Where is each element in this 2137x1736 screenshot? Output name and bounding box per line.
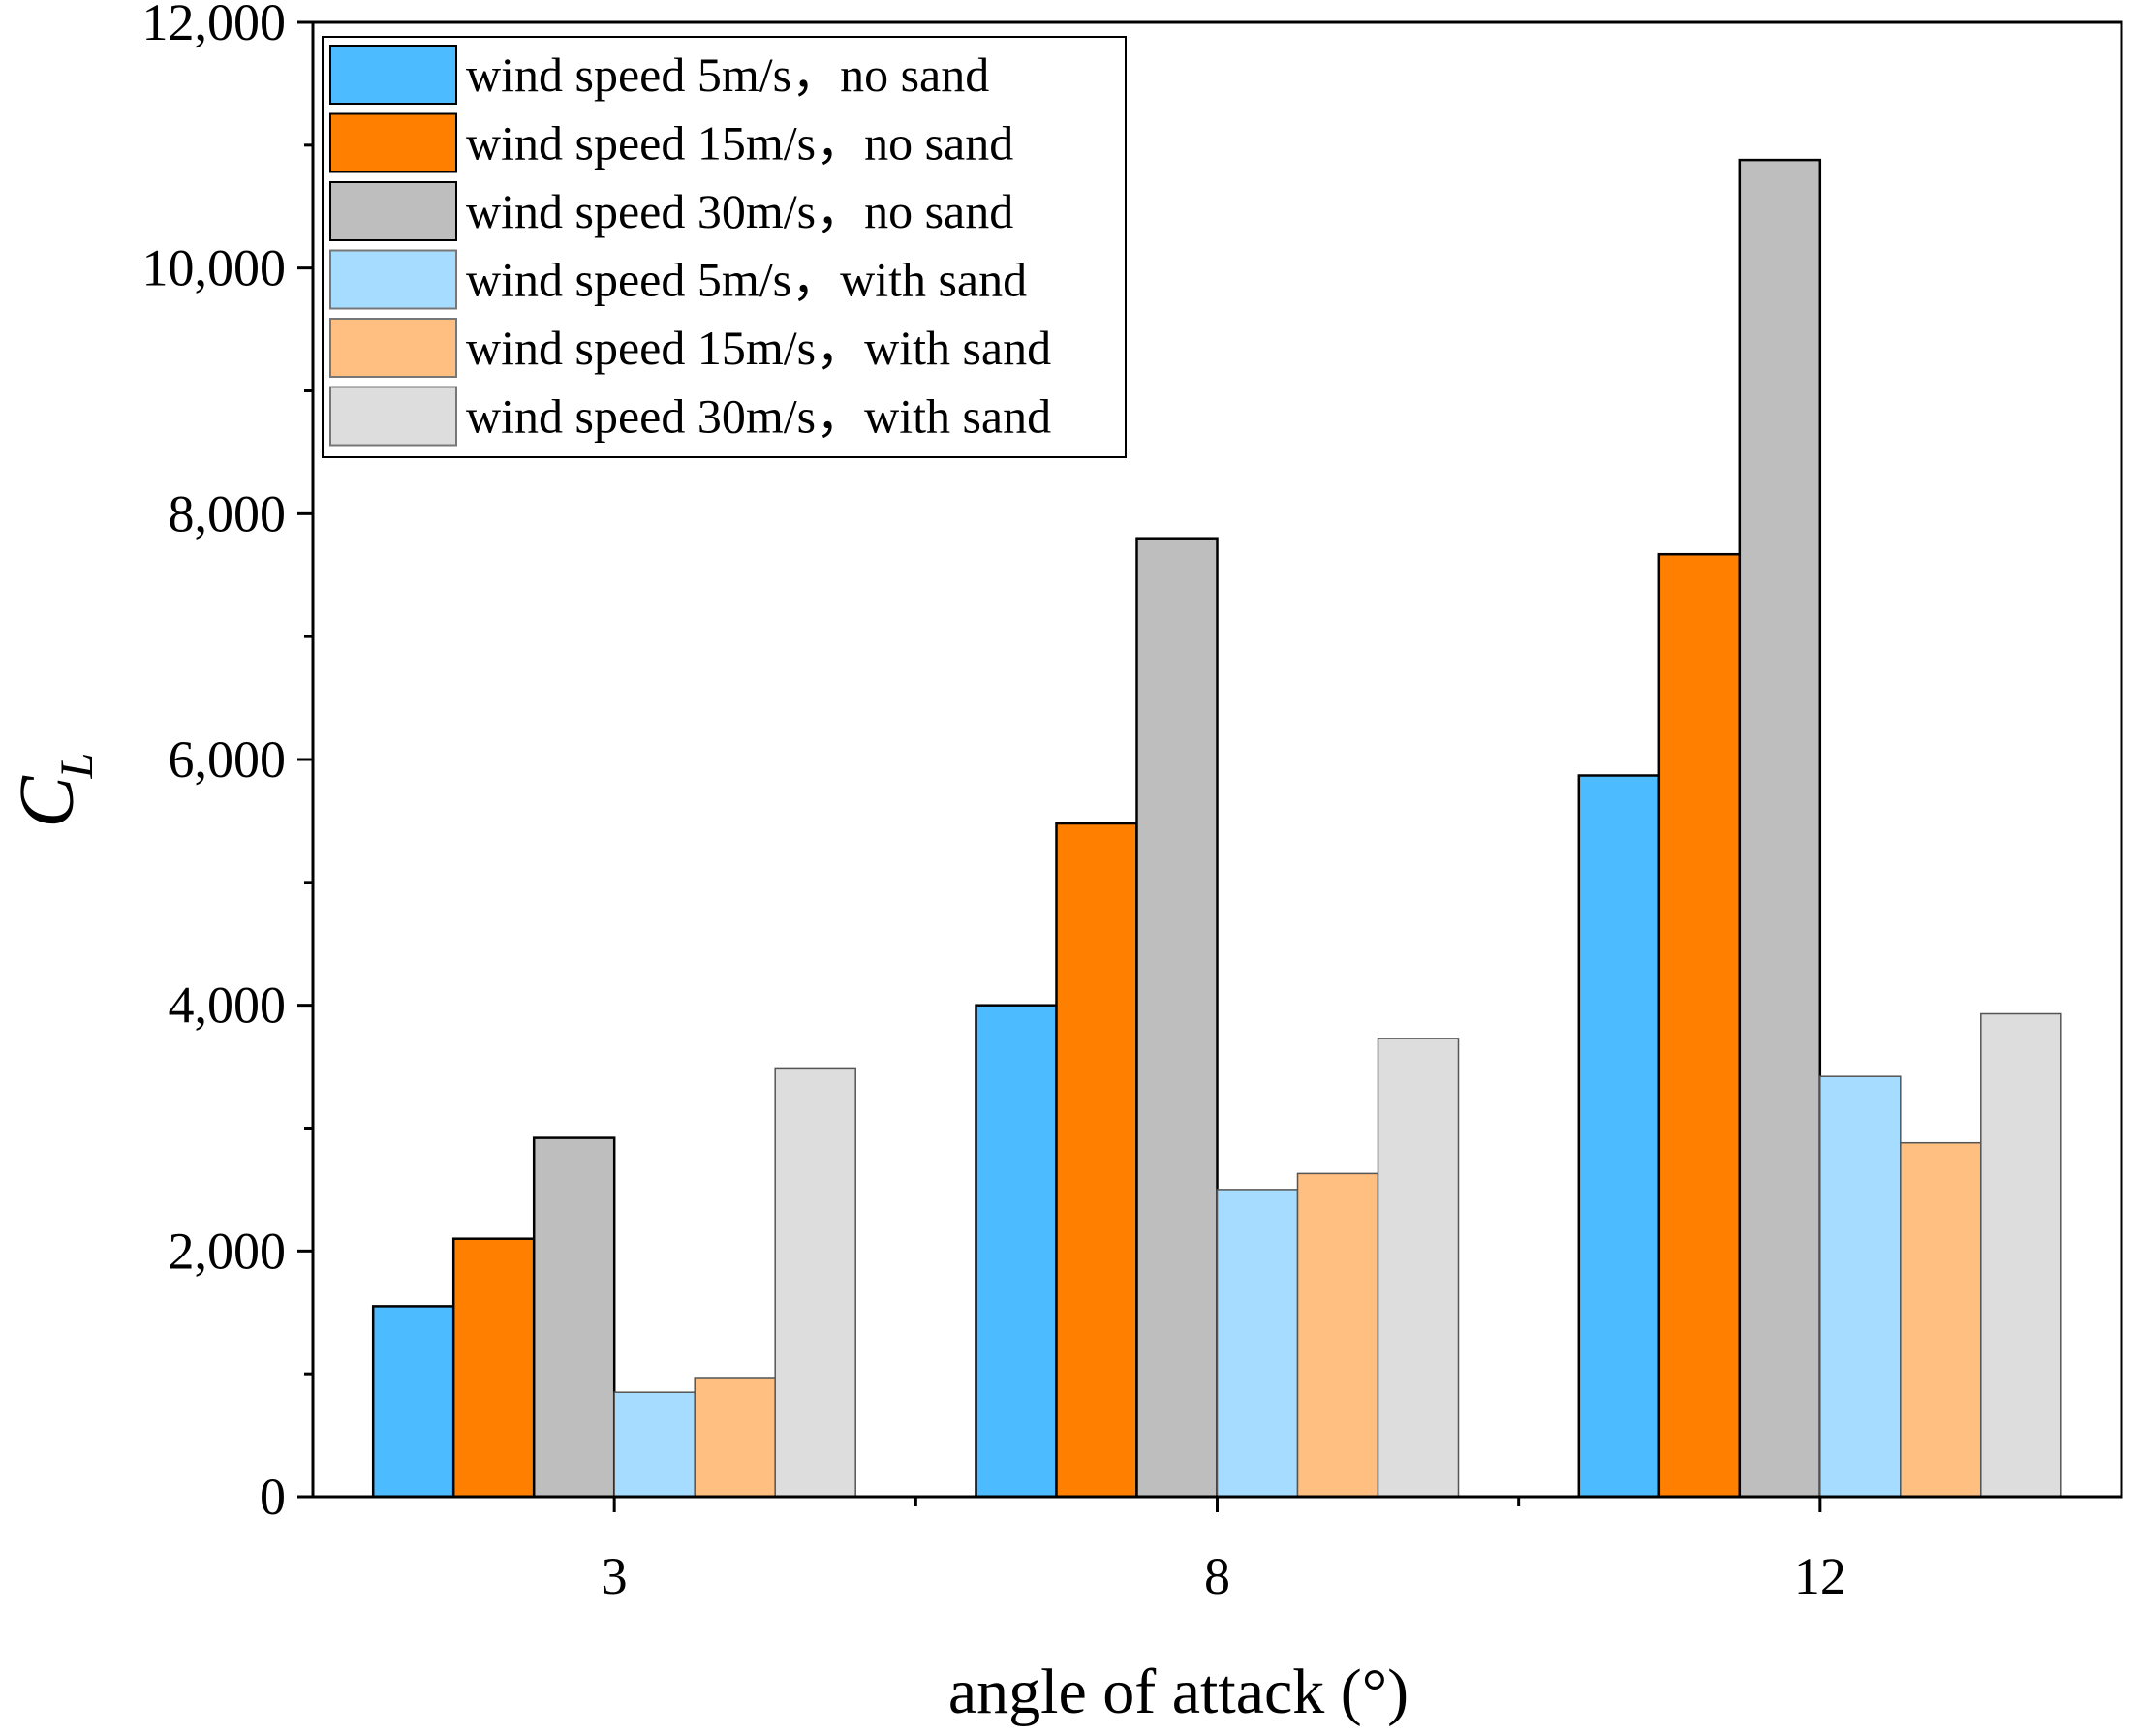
- x-tick-label: 12: [1794, 1547, 1846, 1605]
- bar-2-cat-3: [451, 1237, 536, 1499]
- y-tick-label: 10,000: [142, 239, 287, 297]
- legend-swatch: [329, 112, 457, 173]
- legend-label: wind speed 15m/s，no sand: [466, 116, 1013, 170]
- legend-label: wind speed 30m/s，no sand: [466, 184, 1013, 238]
- legend: wind speed 5m/s，no sand wind speed 15m/s，…: [322, 36, 1127, 458]
- y-axis-title-main: C: [5, 775, 90, 828]
- bar-1-cat-3: [371, 1305, 455, 1499]
- x-tick-label: 3: [602, 1547, 628, 1605]
- x-ticks: 3 8 12: [602, 1497, 1846, 1605]
- legend-swatch: [329, 249, 457, 310]
- legend-swatch: [329, 318, 457, 378]
- bar-2-cat-12: [1657, 552, 1742, 1499]
- y-tick-label: 6,000: [169, 730, 287, 789]
- bars-layer: [371, 158, 2062, 1499]
- x-axis-title: angle of attack (°): [948, 1657, 1409, 1727]
- bar-2-cat-8: [1055, 822, 1138, 1499]
- y-ticks: 0 2,000 4,000 6,000 8,000 10,000 12,000: [142, 0, 313, 1526]
- bar-1-cat-8: [975, 1004, 1058, 1499]
- legend-label: wind speed 5m/s，with sand: [466, 253, 1027, 307]
- y-tick-label: 8,000: [169, 484, 287, 542]
- legend-label: wind speed 5m/s，no sand: [466, 47, 989, 102]
- bar-5-cat-8: [1296, 1172, 1379, 1498]
- bar-1-cat-12: [1577, 774, 1661, 1499]
- bar-3-cat-8: [1135, 537, 1219, 1499]
- bar-6-cat-12: [1980, 1012, 2062, 1498]
- y-tick-label: 0: [260, 1468, 286, 1526]
- legend-swatch: [329, 181, 457, 241]
- y-tick-label: 4,000: [169, 976, 287, 1035]
- bar-4-cat-3: [613, 1391, 696, 1498]
- bar-5-cat-12: [1900, 1141, 1982, 1498]
- bar-4-cat-12: [1819, 1075, 1902, 1498]
- bar-4-cat-8: [1216, 1189, 1299, 1498]
- y-axis-title-subscript: L: [51, 753, 103, 780]
- y-tick-label: 2,000: [169, 1222, 287, 1280]
- bar-6-cat-8: [1377, 1038, 1460, 1498]
- y-axis-title: C L: [5, 753, 103, 828]
- bar-3-cat-3: [532, 1136, 616, 1499]
- legend-label: wind speed 15m/s，with sand: [466, 321, 1051, 375]
- legend-swatch: [329, 45, 457, 105]
- legend-label: wind speed 30m/s，with sand: [466, 389, 1051, 444]
- legend-swatch: [329, 386, 457, 447]
- y-tick-label: 12,000: [142, 0, 287, 51]
- bar-3-cat-12: [1738, 158, 1822, 1499]
- bar-6-cat-3: [774, 1067, 856, 1498]
- bar-5-cat-3: [694, 1377, 776, 1498]
- x-tick-label: 8: [1204, 1547, 1230, 1605]
